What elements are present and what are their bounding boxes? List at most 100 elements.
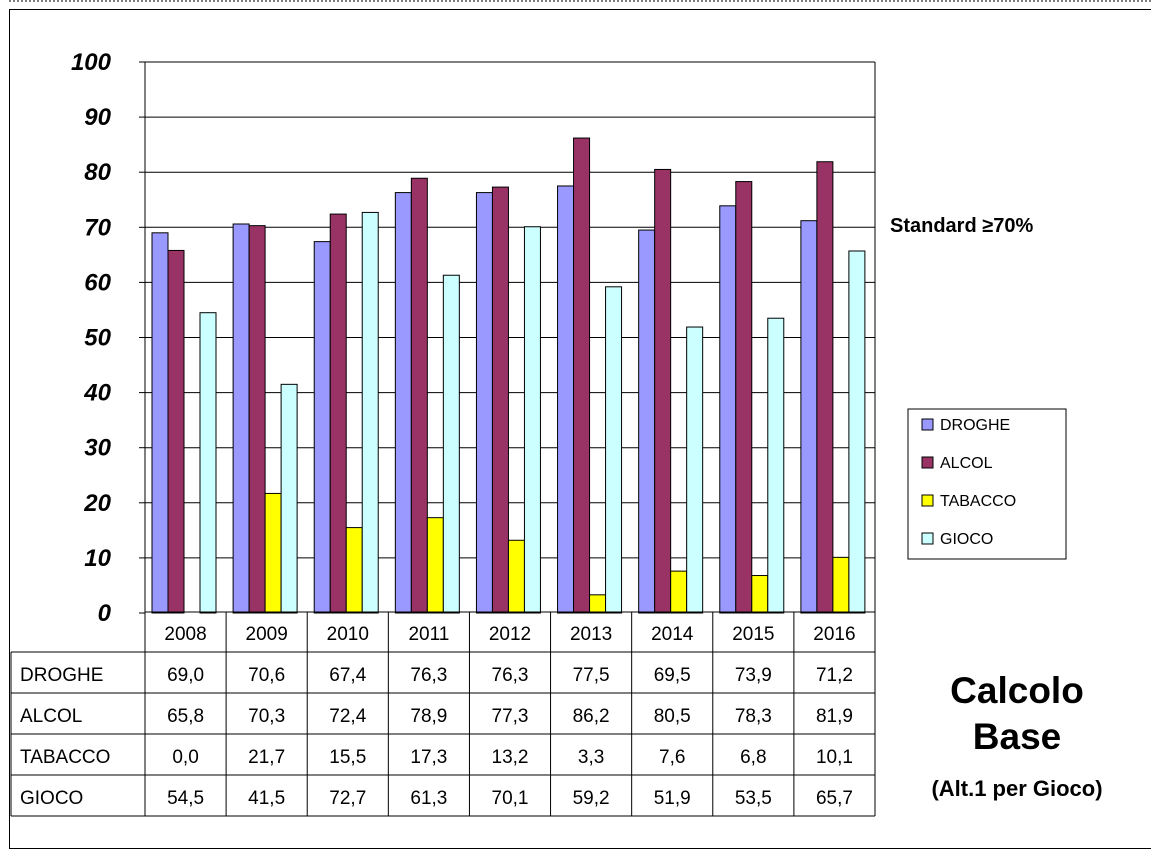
x-category-label: 2015 (732, 624, 774, 645)
y-tick-label: 90 (84, 104, 111, 131)
bar-gioco (199, 312, 217, 614)
bar-droghe (557, 185, 575, 614)
bar-droghe (719, 205, 737, 614)
table-cell-value: 65,8 (167, 706, 204, 727)
table-cell-value: 72,7 (329, 788, 366, 809)
table-cell-value: 80,5 (654, 706, 691, 727)
table-row-label: ALCOL (20, 706, 82, 727)
bar-tabacco (670, 570, 688, 614)
table-cell-value: 69,5 (654, 665, 691, 686)
table-cell-value: 69,0 (167, 665, 204, 686)
legend-label: TABACCO (940, 493, 1016, 510)
table-cell-value: 67,4 (329, 665, 366, 686)
bar-gioco (523, 226, 541, 614)
x-category-label: 2012 (489, 624, 531, 645)
y-tick-label: 100 (71, 49, 112, 76)
table-cell-value: 78,9 (410, 706, 447, 727)
bar-gioco (280, 383, 298, 614)
standard-note: Standard ≥70% (890, 215, 1034, 237)
table-cell-value: 15,5 (329, 747, 366, 768)
legend-swatch-tabacco (921, 494, 934, 507)
legend-label: DROGHE (940, 417, 1010, 434)
y-tick-label: 30 (84, 435, 111, 462)
bar-tabacco (832, 556, 850, 614)
bar-tabacco (426, 517, 444, 614)
table-cell-value: 78,3 (735, 706, 772, 727)
table-cell-value: 7,6 (659, 747, 685, 768)
x-category-label: 2008 (164, 624, 206, 645)
calc-title-line1: Calcolo (950, 670, 1084, 711)
x-category-label: 2009 (246, 624, 288, 645)
axes (139, 61, 876, 614)
bar-tabacco (751, 575, 769, 614)
y-tick-label: 10 (84, 545, 111, 572)
table-cell-value: 77,3 (492, 706, 529, 727)
legend-swatch-alcol (921, 456, 934, 469)
bar-series (151, 137, 866, 614)
bar-alcol (735, 181, 753, 614)
y-axis-ticks: 0 10 20 30 40 50 60 70 80 90 100 (71, 49, 112, 627)
bar-droghe (394, 192, 412, 614)
bar-alcol (167, 249, 185, 614)
table-cell-value: 71,2 (816, 665, 853, 686)
bar-tabacco (507, 539, 525, 614)
x-category-label: 2013 (570, 624, 612, 645)
bar-droghe (638, 229, 656, 614)
bar-gioco (767, 317, 785, 614)
bar-alcol (816, 161, 834, 614)
calc-subtitle: (Alt.1 per Gioco) (931, 776, 1103, 801)
y-tick-label: 60 (84, 269, 111, 296)
legend-label: ALCOL (940, 455, 993, 472)
bar-alcol (329, 213, 347, 614)
bar-alcol (410, 177, 428, 614)
table-cell-value: 73,9 (735, 665, 772, 686)
table-cell-value: 81,9 (816, 706, 853, 727)
table-cell-value: 70,1 (492, 788, 529, 809)
table-cell-value: 76,3 (492, 665, 529, 686)
table-cell-value: 54,5 (167, 788, 204, 809)
legend-label: GIOCO (940, 531, 993, 548)
x-category-label: 2016 (813, 624, 855, 645)
table-cell-value: 10,1 (816, 747, 853, 768)
bar-droghe (232, 223, 250, 614)
legend-swatch-droghe (921, 418, 934, 431)
table-row-label: GIOCO (20, 788, 83, 809)
bar-droghe (151, 232, 169, 614)
bar-tabacco (264, 492, 282, 614)
bar-tabacco (345, 527, 363, 614)
y-tick-label: 40 (83, 380, 111, 407)
table-cell-value: 17,3 (410, 747, 447, 768)
table-row-label: DROGHE (20, 665, 103, 686)
table-cell-value: 70,3 (248, 706, 285, 727)
table-row-label: TABACCO (20, 747, 110, 768)
bar-gioco (361, 211, 379, 614)
table-cell-value: 0,0 (172, 747, 198, 768)
table-cell-value: 86,2 (573, 706, 610, 727)
x-category-label: 2010 (327, 624, 369, 645)
y-tick-label: 20 (83, 490, 111, 517)
legend-swatch-gioco (921, 532, 934, 545)
bar-droghe (800, 220, 818, 614)
bar-tabacco (589, 594, 607, 614)
bar-alcol (654, 168, 672, 614)
bar-alcol (248, 225, 266, 614)
table-cell-value: 59,2 (573, 788, 610, 809)
x-category-label: 2014 (651, 624, 694, 645)
table-cell-value: 21,7 (248, 747, 285, 768)
table-cell-value: 53,5 (735, 788, 772, 809)
table-cell-value: 65,7 (816, 788, 853, 809)
table-cell-value: 41,5 (248, 788, 285, 809)
table-cell-value: 6,8 (740, 747, 766, 768)
table-cell-value: 61,3 (410, 788, 447, 809)
y-tick-label: 80 (84, 159, 111, 186)
x-category-label: 2011 (408, 624, 449, 645)
table-cell-value: 13,2 (492, 747, 529, 768)
data-table: 2008 2009 2010 2011 2012 2013 2014 2015 2016 DROG… (10, 611, 876, 817)
table-cell-value: 51,9 (654, 788, 691, 809)
y-tick-label: 70 (84, 214, 111, 241)
calc-title: Calcolo Base (886, 668, 1148, 760)
table-cell-value: 76,3 (410, 665, 447, 686)
table-cell-value: 3,3 (578, 747, 604, 768)
calc-title-line2: Base (972, 716, 1062, 757)
legend-box (907, 408, 1067, 560)
